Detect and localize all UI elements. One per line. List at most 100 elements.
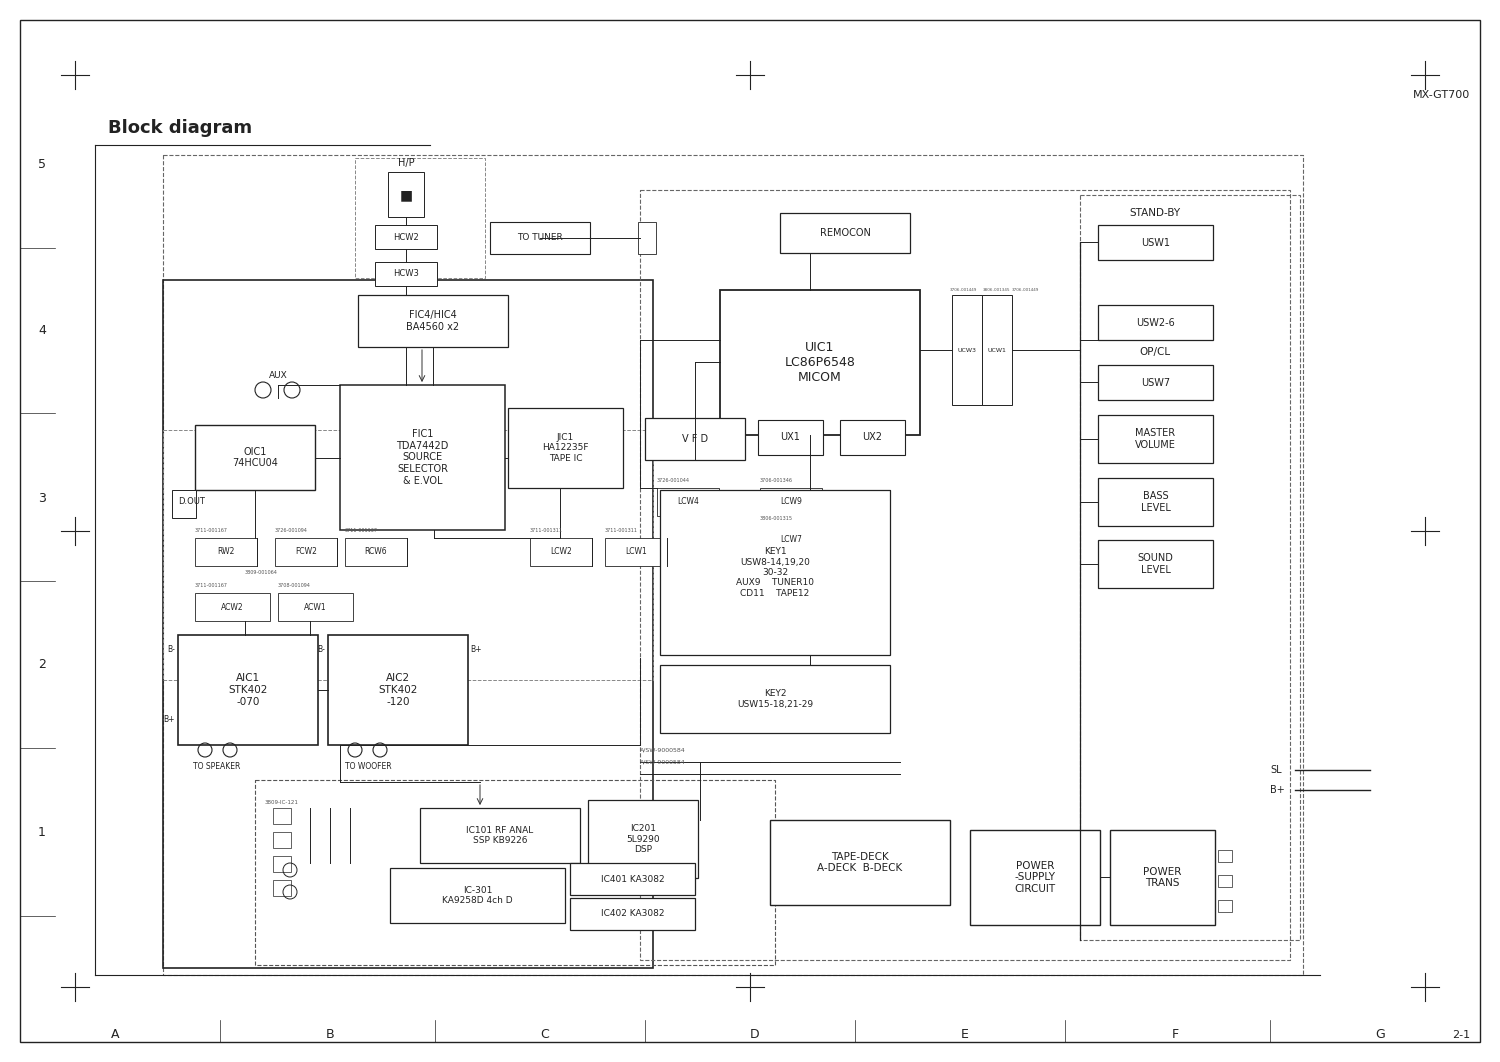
Bar — [273, 856, 291, 872]
Bar — [164, 155, 1304, 975]
Text: 3711-001137: 3711-001137 — [345, 528, 378, 533]
Bar — [390, 868, 566, 923]
Text: IC201
5L9290
DSP: IC201 5L9290 DSP — [626, 824, 660, 854]
Bar — [164, 430, 652, 680]
Bar — [420, 808, 580, 863]
Bar — [1098, 305, 1214, 340]
Bar — [530, 538, 592, 566]
Text: OP/CL: OP/CL — [1140, 347, 1170, 357]
Text: B+: B+ — [164, 716, 176, 724]
Text: FIC4/HIC4
BA4560 x2: FIC4/HIC4 BA4560 x2 — [406, 310, 459, 331]
Text: TO SPEAKER: TO SPEAKER — [194, 763, 240, 771]
Text: B: B — [326, 1028, 334, 1042]
Bar — [720, 290, 920, 435]
Bar — [1098, 539, 1214, 588]
Text: MASTER
VOLUME: MASTER VOLUME — [1136, 428, 1176, 450]
Bar — [780, 213, 910, 253]
Bar — [255, 780, 776, 965]
Text: TAPE-DECK
A-DECK  B-DECK: TAPE-DECK A-DECK B-DECK — [818, 852, 903, 873]
Text: IC401 KA3082: IC401 KA3082 — [600, 874, 664, 884]
Text: HCW2: HCW2 — [393, 233, 418, 241]
Text: LCW2: LCW2 — [550, 548, 572, 556]
Text: D.OUT: D.OUT — [178, 497, 206, 507]
Text: 3809-IC-121: 3809-IC-121 — [266, 800, 298, 805]
Text: 2: 2 — [38, 658, 46, 671]
Bar — [1110, 830, 1215, 925]
Text: USW2-6: USW2-6 — [1136, 318, 1174, 327]
Text: A/SW-9000584: A/SW-9000584 — [640, 759, 686, 765]
Text: RCW6: RCW6 — [364, 548, 387, 556]
Text: 3711-001311: 3711-001311 — [530, 528, 562, 533]
Text: C: C — [540, 1028, 549, 1042]
Text: KEY2
USW15-18,21-29: KEY2 USW15-18,21-29 — [736, 689, 813, 708]
Text: IC101 RF ANAL
SSP KB9226: IC101 RF ANAL SSP KB9226 — [466, 826, 534, 845]
Text: 3708-001094: 3708-001094 — [278, 583, 310, 588]
Bar — [278, 593, 352, 621]
Text: ACW1: ACW1 — [304, 602, 327, 612]
Text: LCW4: LCW4 — [676, 497, 699, 507]
Bar — [570, 863, 694, 895]
Text: FCW2: FCW2 — [296, 548, 316, 556]
Bar — [758, 419, 824, 455]
Text: B+: B+ — [470, 646, 482, 654]
Text: REMOCON: REMOCON — [819, 228, 870, 238]
Bar — [1098, 478, 1214, 526]
Text: 3711-001311: 3711-001311 — [604, 528, 638, 533]
Text: USW1: USW1 — [1142, 238, 1170, 247]
Text: H/P: H/P — [398, 158, 414, 168]
Bar — [172, 490, 196, 518]
Text: LCW7: LCW7 — [780, 535, 802, 545]
Bar — [1098, 415, 1214, 463]
Bar — [340, 386, 506, 530]
Text: POWER
-SUPPLY
CIRCUIT: POWER -SUPPLY CIRCUIT — [1014, 861, 1056, 894]
Text: HCW3: HCW3 — [393, 270, 418, 278]
Text: 1: 1 — [38, 826, 46, 839]
Text: AUX: AUX — [268, 371, 288, 379]
Bar — [1098, 365, 1214, 400]
Text: POWER
TRANS: POWER TRANS — [1143, 867, 1182, 888]
Bar — [195, 538, 256, 566]
Bar — [660, 665, 890, 733]
Text: E: E — [962, 1028, 969, 1042]
Text: TO TUNER: TO TUNER — [518, 234, 562, 242]
Text: UCW3: UCW3 — [957, 347, 976, 353]
Bar — [970, 830, 1100, 925]
Bar — [273, 832, 291, 847]
Text: UIC1
LC86P6548
MICOM: UIC1 LC86P6548 MICOM — [784, 341, 855, 384]
Text: OIC1
74HCU04: OIC1 74HCU04 — [232, 447, 278, 468]
Text: AIC2
STK402
-120: AIC2 STK402 -120 — [378, 673, 417, 706]
Text: FIC1
TDA7442D
SOURCE
SELECTOR
& E.VOL: FIC1 TDA7442D SOURCE SELECTOR & E.VOL — [396, 429, 448, 485]
Text: B+: B+ — [1270, 785, 1284, 795]
Text: AIC1
STK402
-070: AIC1 STK402 -070 — [228, 673, 267, 706]
Text: UCW1: UCW1 — [987, 347, 1006, 353]
Text: 3726-001044: 3726-001044 — [657, 478, 690, 483]
Bar — [645, 418, 746, 460]
Text: 4: 4 — [38, 324, 46, 337]
Bar — [375, 225, 436, 249]
Text: KEY1
USW8-14,19,20
30-32
AUX9    TUNER10
CD11    TAPE12: KEY1 USW8-14,19,20 30-32 AUX9 TUNER10 CD… — [736, 547, 815, 598]
Text: LCW1: LCW1 — [626, 548, 646, 556]
Bar — [195, 425, 315, 490]
Text: LCW9: LCW9 — [780, 497, 802, 507]
Bar — [952, 295, 982, 405]
Bar — [640, 190, 1290, 960]
Text: 5: 5 — [38, 158, 46, 171]
Text: G: G — [1376, 1028, 1384, 1042]
Text: Block diagram: Block diagram — [108, 119, 252, 137]
Bar — [660, 490, 890, 655]
Bar — [1218, 875, 1231, 887]
Bar — [388, 172, 424, 217]
Bar — [657, 489, 718, 516]
Bar — [273, 880, 291, 896]
Bar — [273, 808, 291, 824]
Bar — [375, 262, 436, 286]
Text: UX2: UX2 — [862, 432, 882, 443]
Text: RW2: RW2 — [217, 548, 234, 556]
Bar — [345, 538, 406, 566]
Text: USW7: USW7 — [1142, 377, 1170, 388]
Text: SOUND
LEVEL: SOUND LEVEL — [1137, 553, 1173, 575]
Text: 3809-001064: 3809-001064 — [244, 570, 278, 575]
Bar — [358, 295, 509, 347]
Text: 2-1: 2-1 — [1452, 1030, 1470, 1040]
Bar — [638, 222, 656, 254]
